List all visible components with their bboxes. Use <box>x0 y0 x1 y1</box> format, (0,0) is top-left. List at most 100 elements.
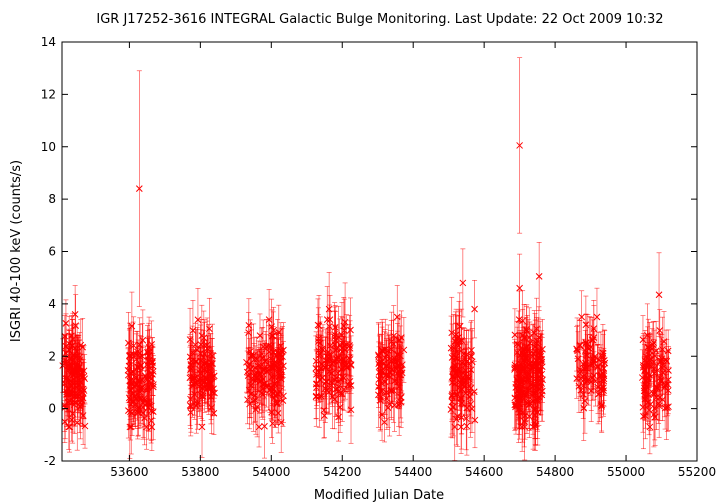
data-point <box>455 315 463 377</box>
y-tick-label: 0 <box>48 402 56 416</box>
y-tick-label: 6 <box>48 245 56 259</box>
data-point <box>130 379 138 424</box>
data-point <box>375 356 383 403</box>
data-point <box>277 328 285 373</box>
x-tick-label: 54400 <box>394 465 432 479</box>
data-point <box>573 358 581 399</box>
data-point-notable <box>655 252 663 337</box>
data-point <box>73 394 81 451</box>
data-point <box>661 363 669 407</box>
data-point <box>192 362 199 404</box>
data-point <box>649 365 657 421</box>
y-axis-label: ISGRI 40-100 keV (counts/s) <box>9 160 24 342</box>
data-point-notable <box>532 403 539 446</box>
data-point <box>321 393 328 438</box>
data-point <box>657 337 665 385</box>
y-tick: 0 <box>48 402 697 416</box>
x-tick: 54000 <box>252 42 290 479</box>
data-point <box>576 320 584 370</box>
x-tick: 54800 <box>536 42 574 479</box>
data-point-notable <box>135 70 143 307</box>
data-point <box>347 297 354 363</box>
data-point <box>395 341 403 390</box>
x-tick-label: 53600 <box>110 465 148 479</box>
data-point <box>187 342 195 386</box>
data-point <box>656 309 664 352</box>
data-point <box>326 304 333 348</box>
data-point-notable <box>535 242 543 311</box>
data-point <box>467 321 475 390</box>
data-point <box>599 324 607 383</box>
data-point-notable <box>516 253 523 323</box>
y-tick-label: 2 <box>48 349 56 363</box>
data-point <box>331 302 338 367</box>
data-point <box>73 323 81 380</box>
data-point <box>77 319 85 371</box>
data-point <box>204 356 212 403</box>
x-tick: 53600 <box>110 42 148 479</box>
data-point <box>642 364 649 429</box>
data-point <box>581 330 589 371</box>
x-tick: 53800 <box>181 42 219 479</box>
data-point <box>538 351 546 398</box>
data-point <box>187 388 195 437</box>
data-point <box>582 295 590 354</box>
data-point <box>587 316 595 378</box>
data-point-notable <box>325 272 333 347</box>
data-point <box>525 379 533 429</box>
data-point-notable <box>341 282 349 362</box>
x-tick-label: 55000 <box>607 465 645 479</box>
data-point <box>651 376 659 441</box>
data-point <box>139 309 147 371</box>
y-tick-label: 10 <box>41 140 56 154</box>
x-tick: 55000 <box>607 42 645 479</box>
data-point-notable <box>516 57 523 234</box>
data-point <box>519 327 527 374</box>
y-tick-label: 4 <box>48 297 56 311</box>
data-point <box>513 341 520 393</box>
data-point <box>587 352 595 411</box>
data-point <box>336 381 344 433</box>
data-point <box>197 329 205 393</box>
data-point <box>462 386 470 451</box>
data-point <box>527 349 535 392</box>
data-point <box>335 392 342 442</box>
data-point <box>268 309 276 363</box>
y-tick: 4 <box>48 297 697 311</box>
x-tick-label: 53800 <box>181 465 219 479</box>
data-point <box>381 329 389 387</box>
data-point <box>313 366 320 409</box>
x-tick-label: 54600 <box>465 465 503 479</box>
data-point <box>256 349 263 414</box>
data-point <box>647 345 655 387</box>
data-point <box>326 361 333 414</box>
data-point <box>521 366 529 425</box>
data-point <box>518 356 526 417</box>
data-point <box>149 355 157 419</box>
x-tick: 55200 <box>678 42 716 479</box>
x-tick: 54600 <box>465 42 503 479</box>
data-point <box>138 361 146 414</box>
x-tick-label: 54800 <box>536 465 574 479</box>
data-point <box>460 360 468 407</box>
data-point <box>600 329 608 392</box>
y-tick-label: -2 <box>44 454 56 468</box>
data-point <box>346 328 354 391</box>
data-point <box>335 305 342 369</box>
data-point <box>451 342 458 394</box>
data-point <box>586 334 594 396</box>
data-point <box>328 359 336 407</box>
data-point <box>204 364 212 412</box>
data-point <box>386 371 393 437</box>
y-tick: 2 <box>48 349 697 363</box>
data-point <box>665 346 672 395</box>
y-tick-label: 8 <box>48 192 56 206</box>
data-point <box>65 332 73 397</box>
y-tick: 10 <box>41 140 697 154</box>
data-point <box>314 298 322 352</box>
data-point <box>268 363 276 420</box>
data-point <box>196 347 204 392</box>
x-axis-label: Modified Julian Date <box>314 488 444 503</box>
data-point <box>388 311 396 371</box>
